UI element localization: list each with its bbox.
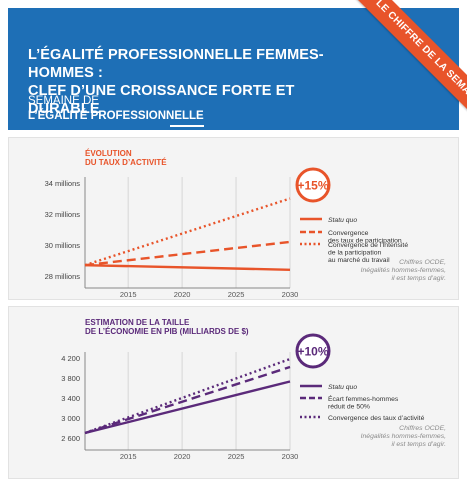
gdp-legend-label-dashed: Écart femmes-hommes	[328, 394, 399, 403]
activity-xtick-label: 2015	[120, 290, 137, 299]
gdp-xtick-label: 2020	[174, 452, 191, 461]
gdp-series-line-dotted	[84, 357, 291, 435]
activity-source-line: Inégalités hommes-femmes,	[361, 267, 446, 274]
activity-legend-label-solid: Statu quo	[328, 217, 357, 224]
gdp-ytick-label: 3 800	[61, 374, 80, 383]
gdp-source-line: il est temps d’agir.	[391, 441, 446, 448]
main-title: L’ÉGALITÉ PROFESSIONNELLE FEMMES-HOMMES …	[28, 46, 368, 118]
gdp-legend-label-dashed: réduit de 50%	[328, 404, 370, 411]
activity-source-line: Chiffres OCDE,	[399, 259, 446, 266]
gdp-series-line-dashed	[84, 365, 291, 435]
gdp-series-line-solid	[84, 380, 291, 435]
activity-legend-label-dashed: Convergence	[328, 230, 369, 237]
header-banner: L’ÉGALITÉ PROFESSIONNELLE FEMMES-HOMMES …	[8, 8, 459, 130]
activity-xtick-label: 2025	[228, 290, 245, 299]
activity-badge-circle	[295, 167, 331, 203]
gdp-chart-title-line2: DE L’ÉCONOMIE EN PIB (MILLIARDS DE $)	[85, 327, 249, 336]
activity-ytick-label: 30 millions	[45, 241, 81, 250]
gdp-source-line: Chiffres OCDE,	[399, 425, 446, 432]
activity-ytick-label: 28 millions	[45, 272, 81, 281]
activity-xtick-label: 2020	[174, 290, 191, 299]
gdp-ytick-label: 3 000	[61, 414, 80, 423]
gdp-xtick-label: 2030	[282, 452, 299, 461]
activity-ytick-label: 34 millions	[45, 179, 81, 188]
activity-ytick-label: 32 millions	[45, 210, 81, 219]
gdp-ytick-label: 2 600	[61, 434, 80, 443]
activity-badge-value: +15%	[297, 179, 328, 193]
activity-chart-title-line1: ÉVOLUTION	[85, 149, 132, 158]
gdp-source-line: Inégalités hommes-femmes,	[361, 433, 446, 440]
gdp-badge-circle	[295, 333, 331, 369]
gdp-chart-title-line1: ESTIMATION DE LA TAILLE	[85, 318, 190, 327]
activity-series-line-dashed	[84, 240, 291, 267]
panel-activity-rate	[8, 137, 459, 300]
subtitle: SEMAINE DE L’ÉGALITÉ PROFESSIONNELLE	[28, 94, 204, 124]
gdp-ytick-label: 4 200	[61, 354, 80, 363]
activity-xtick-label: 2030	[282, 290, 299, 299]
main-title-line2: CLEF D’UNE CROISSANCE FORTE ET DURABLE	[28, 83, 295, 117]
activity-series-line-dotted	[84, 197, 291, 267]
activity-source-line: il est temps d’agir.	[391, 275, 446, 282]
activity-legend-label-dotted: au marché du travail	[328, 257, 390, 264]
activity-chart-title-line2: DU TAUX D’ACTIVITÉ	[85, 158, 167, 167]
activity-series-line-solid	[84, 263, 291, 271]
gdp-legend-label-solid: Statu quo	[328, 384, 357, 391]
gdp-badge-value: +10%	[297, 345, 328, 359]
activity-legend-label-dotted: Convergence de l’intensité	[328, 242, 408, 249]
activity-legend-label-dashed: des taux de participation	[328, 238, 402, 245]
gdp-legend-label-dotted: Convergence des taux d’activité	[328, 415, 425, 422]
main-title-line1: L’ÉGALITÉ PROFESSIONNELLE FEMMES-HOMMES …	[28, 47, 324, 81]
gdp-xtick-label: 2015	[120, 452, 137, 461]
gdp-ytick-label: 3 400	[61, 394, 80, 403]
subtitle-line2: L’ÉGALITÉ PROFESSIONNELLE	[28, 110, 204, 122]
subtitle-underline	[170, 125, 204, 127]
gdp-xtick-label: 2025	[228, 452, 245, 461]
subtitle-line1: SEMAINE DE	[28, 95, 99, 107]
activity-legend-label-dotted: de la participation	[328, 250, 381, 257]
